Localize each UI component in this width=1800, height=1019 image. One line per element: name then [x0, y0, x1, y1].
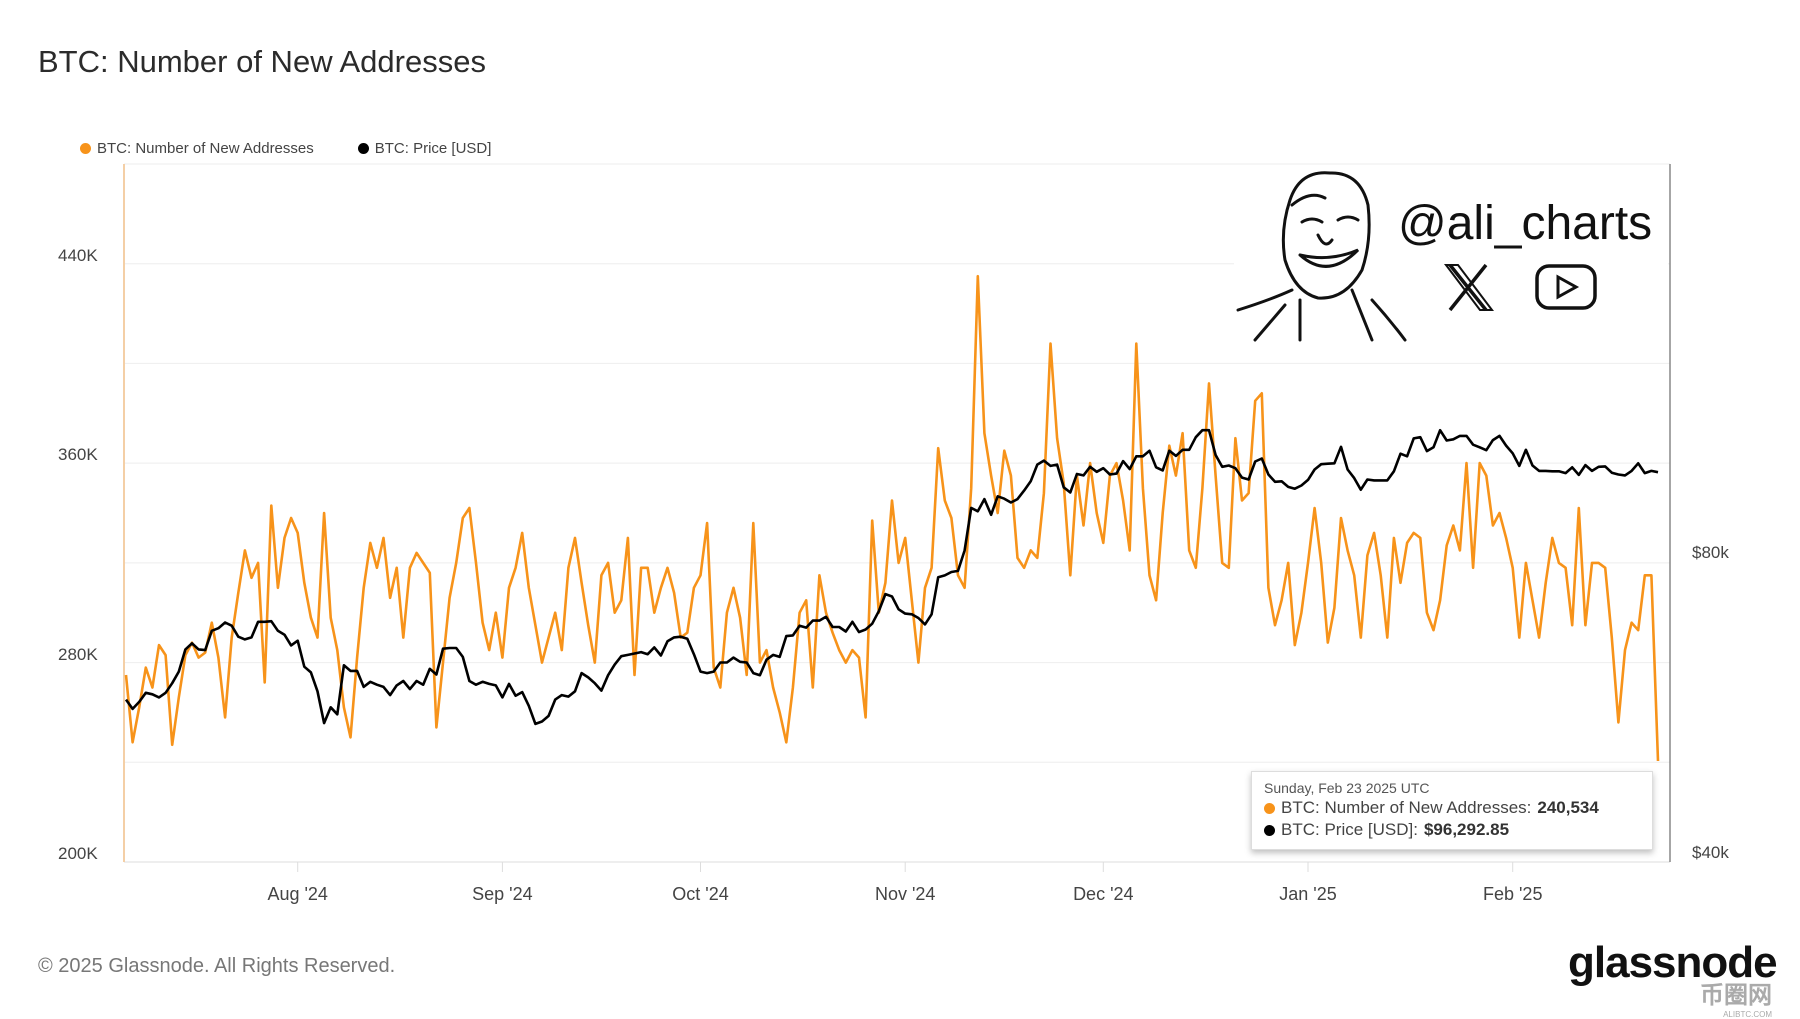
x-tick-label: Oct '24	[672, 884, 729, 904]
y-left-tick-label: 200K	[58, 844, 98, 863]
x-tick-label: Jan '25	[1279, 884, 1337, 904]
x-icon[interactable]	[1443, 263, 1495, 312]
x-tick-label: Dec '24	[1073, 884, 1134, 904]
copyright: © 2025 Glassnode. All Rights Reserved.	[38, 955, 396, 977]
y-left-tick-label: 440K	[58, 245, 98, 265]
series-line-new-addresses	[124, 274, 1660, 762]
legend-label: BTC: Number of New Addresses	[97, 140, 314, 157]
chart-title: BTC: Number of New Addresses	[38, 44, 486, 79]
glassnode-logo: glassnode	[1568, 938, 1778, 987]
y-left-tick-label: 360K	[58, 445, 98, 465]
black-dot-icon	[1264, 824, 1275, 836]
cartoon-face-icon	[1236, 171, 1407, 342]
alibtc-watermark-logo: 币圈网 ALIBTC.COM	[1700, 982, 1772, 1019]
tooltip-label: BTC: Number of New Addresses:	[1281, 798, 1532, 817]
watermark-handle: @ali_charts	[1398, 197, 1653, 250]
tooltip-value: 240,534	[1537, 798, 1599, 817]
x-tick-label: Nov '24	[874, 884, 936, 904]
legend-item-new-addresses[interactable]: BTC: Number of New Addresses	[80, 140, 314, 157]
youtube-icon[interactable]	[1535, 264, 1597, 310]
tooltip-date: Sunday, Feb 23 2025 UTC	[1264, 780, 1430, 796]
x-tick-label: Aug '24	[267, 884, 328, 904]
tooltip-row-addresses: BTC: Number of New Addresses: 240,534	[1264, 798, 1640, 818]
tooltip-value: $96,292.85	[1423, 820, 1510, 839]
y-left-tick-label: 280K	[58, 644, 98, 664]
orange-dot-icon	[1264, 802, 1275, 814]
tooltip-label: BTC: Price [USD]:	[1281, 820, 1418, 839]
tooltip: Sunday, Feb 23 2025 UTC BTC: Number of N…	[1251, 771, 1653, 850]
legend: BTC: Number of New Addresses BTC: Price …	[80, 140, 491, 157]
x-tick-label: Feb '25	[1482, 884, 1543, 904]
black-dot-icon	[357, 143, 369, 154]
y-right-tick-label: $40k	[1692, 843, 1729, 863]
series-line-price	[124, 428, 1659, 726]
x-tick-label: Sep '24	[472, 884, 533, 904]
orange-dot-icon	[80, 143, 91, 154]
legend-label: BTC: Price [USD]	[374, 140, 492, 157]
legend-item-price[interactable]: BTC: Price [USD]	[357, 140, 492, 157]
tooltip-row-price: BTC: Price [USD]: $96,292.85	[1264, 820, 1640, 840]
y-right-tick-label: $80k	[1692, 542, 1729, 562]
